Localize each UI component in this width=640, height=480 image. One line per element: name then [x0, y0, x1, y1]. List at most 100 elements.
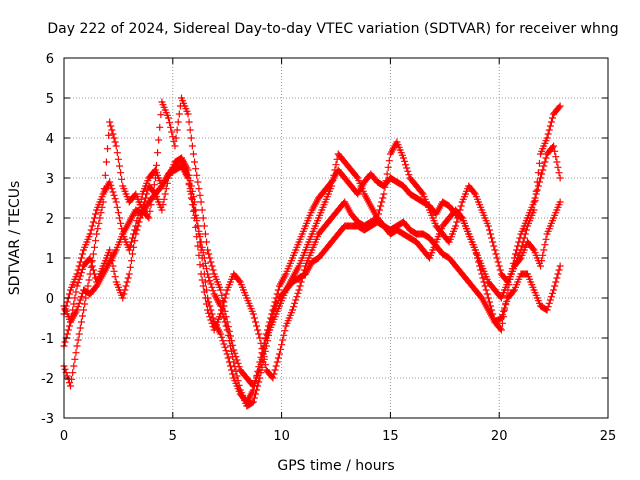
data-point	[522, 226, 530, 234]
data-point	[549, 143, 557, 151]
data-point	[76, 258, 84, 266]
data-point	[296, 282, 304, 290]
data-point	[529, 245, 537, 253]
data-point	[251, 318, 259, 326]
data-point	[125, 270, 133, 278]
data-point	[131, 237, 139, 245]
data-point	[226, 362, 234, 370]
data-point	[404, 167, 412, 175]
data-point	[544, 303, 552, 311]
data-point	[224, 354, 232, 362]
data-point	[81, 300, 89, 308]
data-point	[228, 347, 236, 355]
data-point	[70, 362, 78, 370]
data-point	[226, 342, 234, 350]
data-point	[76, 296, 84, 304]
y-tick-label: -3	[41, 412, 54, 427]
data-point	[186, 126, 194, 134]
data-point	[96, 214, 104, 222]
data-point	[87, 226, 95, 234]
data-point	[77, 318, 85, 326]
data-point	[248, 399, 256, 407]
data-point	[135, 218, 143, 226]
data-point	[482, 286, 490, 294]
data-point	[292, 296, 300, 304]
data-point	[224, 331, 232, 339]
data-point	[115, 214, 123, 222]
data-point	[161, 190, 169, 198]
data-point	[106, 178, 114, 186]
data-point	[184, 174, 192, 182]
series-trace-3	[60, 94, 564, 390]
data-point	[89, 218, 97, 226]
data-point	[115, 162, 123, 170]
data-point	[82, 294, 90, 302]
data-point	[540, 162, 548, 170]
data-point	[521, 230, 529, 238]
data-point	[203, 265, 211, 273]
data-point	[89, 250, 97, 258]
data-point	[205, 309, 213, 317]
data-point	[551, 282, 559, 290]
data-point	[273, 358, 281, 366]
data-point	[258, 363, 266, 371]
data-point	[405, 171, 413, 179]
y-tick-label: -2	[41, 372, 54, 387]
data-point	[249, 398, 257, 406]
data-point	[76, 272, 84, 280]
data-point	[279, 336, 287, 344]
data-point	[64, 326, 72, 334]
data-point	[207, 280, 215, 288]
data-point	[271, 366, 279, 374]
y-tick-label: 2	[46, 212, 54, 227]
data-point	[144, 213, 152, 221]
data-point	[228, 366, 236, 374]
data-point	[384, 163, 392, 171]
data-point	[250, 394, 258, 402]
data-point	[554, 270, 562, 278]
y-tick-label: 1	[46, 252, 54, 267]
data-point	[231, 363, 239, 371]
data-point	[218, 306, 226, 314]
data-point	[493, 254, 501, 262]
data-point	[88, 222, 96, 230]
data-point	[74, 336, 82, 344]
data-point	[188, 142, 196, 150]
data-point	[178, 154, 186, 162]
data-point	[167, 123, 175, 131]
data-point	[546, 122, 554, 130]
data-point	[107, 122, 115, 130]
data-point	[118, 175, 126, 183]
data-point	[379, 194, 387, 202]
data-point	[204, 246, 212, 254]
data-point	[120, 290, 128, 298]
data-point	[88, 257, 96, 265]
data-point	[61, 338, 69, 346]
data-point	[185, 179, 193, 187]
data-point	[74, 279, 82, 287]
data-point	[220, 340, 228, 348]
data-point	[454, 214, 462, 222]
data-point	[207, 316, 215, 324]
data-point	[545, 126, 553, 134]
data-point	[233, 372, 241, 380]
data-point	[235, 277, 243, 285]
data-point	[294, 289, 302, 297]
data-point	[539, 166, 547, 174]
data-point	[517, 246, 525, 254]
data-point	[207, 258, 215, 266]
data-point	[488, 234, 496, 242]
data-point	[255, 378, 263, 386]
data-point	[192, 165, 200, 173]
data-point	[188, 195, 196, 203]
data-point	[229, 353, 237, 361]
data-point	[374, 210, 382, 218]
data-point	[377, 202, 385, 210]
x-tick-label: 25	[600, 429, 617, 444]
data-point	[154, 149, 162, 157]
data-point	[61, 365, 69, 373]
data-point	[383, 170, 391, 178]
data-point	[256, 374, 264, 382]
data-point	[109, 188, 117, 196]
data-point	[254, 326, 262, 334]
